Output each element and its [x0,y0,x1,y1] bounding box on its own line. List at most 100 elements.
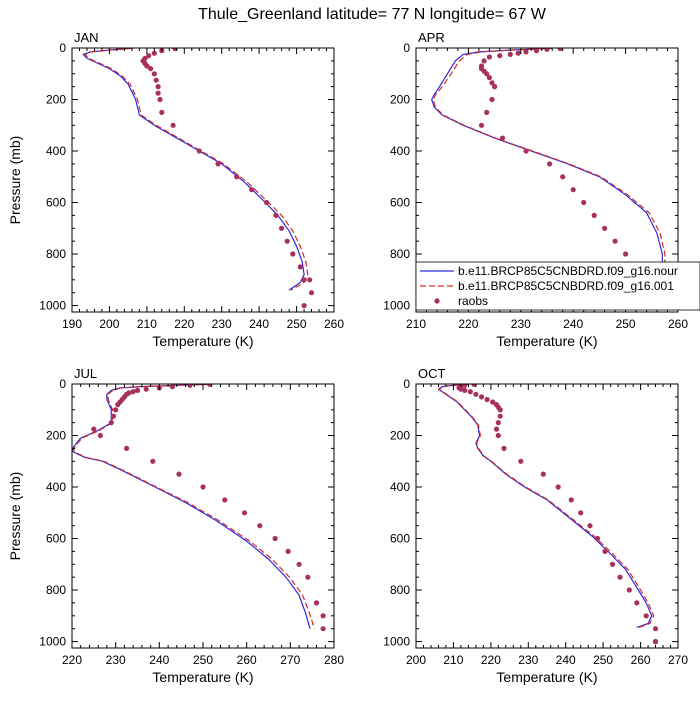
raobs-point [484,71,490,77]
legend-marker [434,298,440,304]
raobs-point [264,199,270,206]
x-tick-label: 260 [324,317,344,331]
raobs-point [523,49,529,55]
y-tick-label: 1000 [383,635,410,649]
y-tick-label: 0 [403,41,410,55]
series-line-001 [72,384,315,629]
raobs-point [499,135,506,141]
raobs-points [140,48,315,309]
plot-frame [415,47,679,313]
raobs-point [159,109,165,115]
raobs-point [301,277,307,283]
raobs-point [493,426,500,432]
raobs-point [148,66,154,72]
x-axis-label: Temperature (K) [152,333,253,349]
y-tick-label: 400 [46,480,66,494]
raobs-point [602,225,608,231]
x-axis-label: Temperature (K) [496,669,597,685]
x-tick-label: 220 [481,653,501,667]
y-tick-label: 0 [59,377,66,391]
y-tick-label: 1000 [39,299,66,313]
raobs-point [155,84,161,90]
x-tick-label: 230 [518,653,538,667]
raobs-point [612,238,618,244]
y-tick-label: 400 [390,144,410,158]
raobs-point [489,96,495,103]
raobs-point [602,548,608,555]
y-tick-label: 600 [390,196,410,210]
raobs-point [557,48,563,52]
series-line-nour [437,384,653,628]
panel-jan: 190 200 210 220 230 240 250 260 0 200 400 600 800 100… [7,30,344,349]
x-tick-label: 240 [563,317,583,331]
raobs-point [279,225,285,231]
x-tick-label: 240 [249,317,269,331]
y-tick-label: 600 [46,532,66,546]
raobs-point [143,386,149,392]
y-tick-label: 1000 [383,299,410,313]
raobs-point [155,90,161,96]
y-tick-label: 200 [390,93,410,107]
raobs-point [320,613,326,619]
series-line-nour [72,384,311,629]
raobs-point [115,402,121,408]
x-tick-label: 210 [137,317,157,331]
raobs-point [272,535,278,542]
raobs-point [207,384,213,387]
raobs-point [187,384,193,388]
y-tick-label: 200 [46,429,66,443]
y-tick-label: 800 [46,583,66,597]
x-tick-label: 250 [593,653,613,667]
legend: b.e11.BRCP85C5CNBDRD.f09_g16.nourb.e11.B… [415,261,700,311]
raobs-point [486,54,492,60]
raobs-point [473,391,479,397]
raobs-point [273,212,279,218]
y-tick-label: 400 [46,144,66,158]
panel-label: OCT [418,366,446,381]
raobs-point [481,58,487,64]
raobs-point [170,122,176,128]
raobs-point [555,484,561,490]
series-line-001 [438,384,655,628]
y-tick-label: 800 [46,247,66,261]
raobs-point [471,384,477,387]
panel-label: APR [418,30,445,45]
raobs-point [297,264,303,270]
x-tick-label: 200 [99,317,119,331]
raobs-point [486,75,492,81]
panels: 190 200 210 220 230 240 250 260 0 200 400 600 800 100… [7,30,700,685]
raobs-point [467,389,473,395]
x-tick-label: 230 [511,317,531,331]
series-line-001 [84,48,309,291]
raobs-point [490,399,496,405]
x-tick-label: 220 [174,317,194,331]
x-tick-label: 190 [62,317,82,331]
x-tick-label: 260 [668,317,688,331]
raobs-point [134,387,141,393]
x-tick-label: 220 [62,653,82,667]
raobs-point [284,238,290,244]
panel-label: JUL [74,366,97,381]
x-tick-label: 220 [458,317,478,331]
raobs-point [581,199,587,206]
raobs-point [130,389,136,395]
series-line-nour [431,48,663,294]
raobs-point [113,407,119,413]
x-tick-label: 270 [280,653,300,667]
y-tick-label: 1000 [39,635,66,649]
x-tick-label: 250 [287,317,307,331]
legend-label: b.e11.BRCP85C5CNBDRD.f09_g16.001 [458,279,674,293]
raobs-point [196,148,202,154]
raobs-point [91,426,97,432]
legend-label: raobs [458,294,488,308]
x-tick-label: 250 [193,653,213,667]
raobs-point [301,303,307,309]
raobs-point [626,587,632,593]
raobs-point [515,50,521,56]
raobs-point [533,48,540,54]
raobs-point [305,574,311,580]
figure-title: Thule_Greenland latitude= 77 N longitude… [198,6,547,23]
raobs-point [591,212,597,218]
raobs-point [495,432,501,439]
